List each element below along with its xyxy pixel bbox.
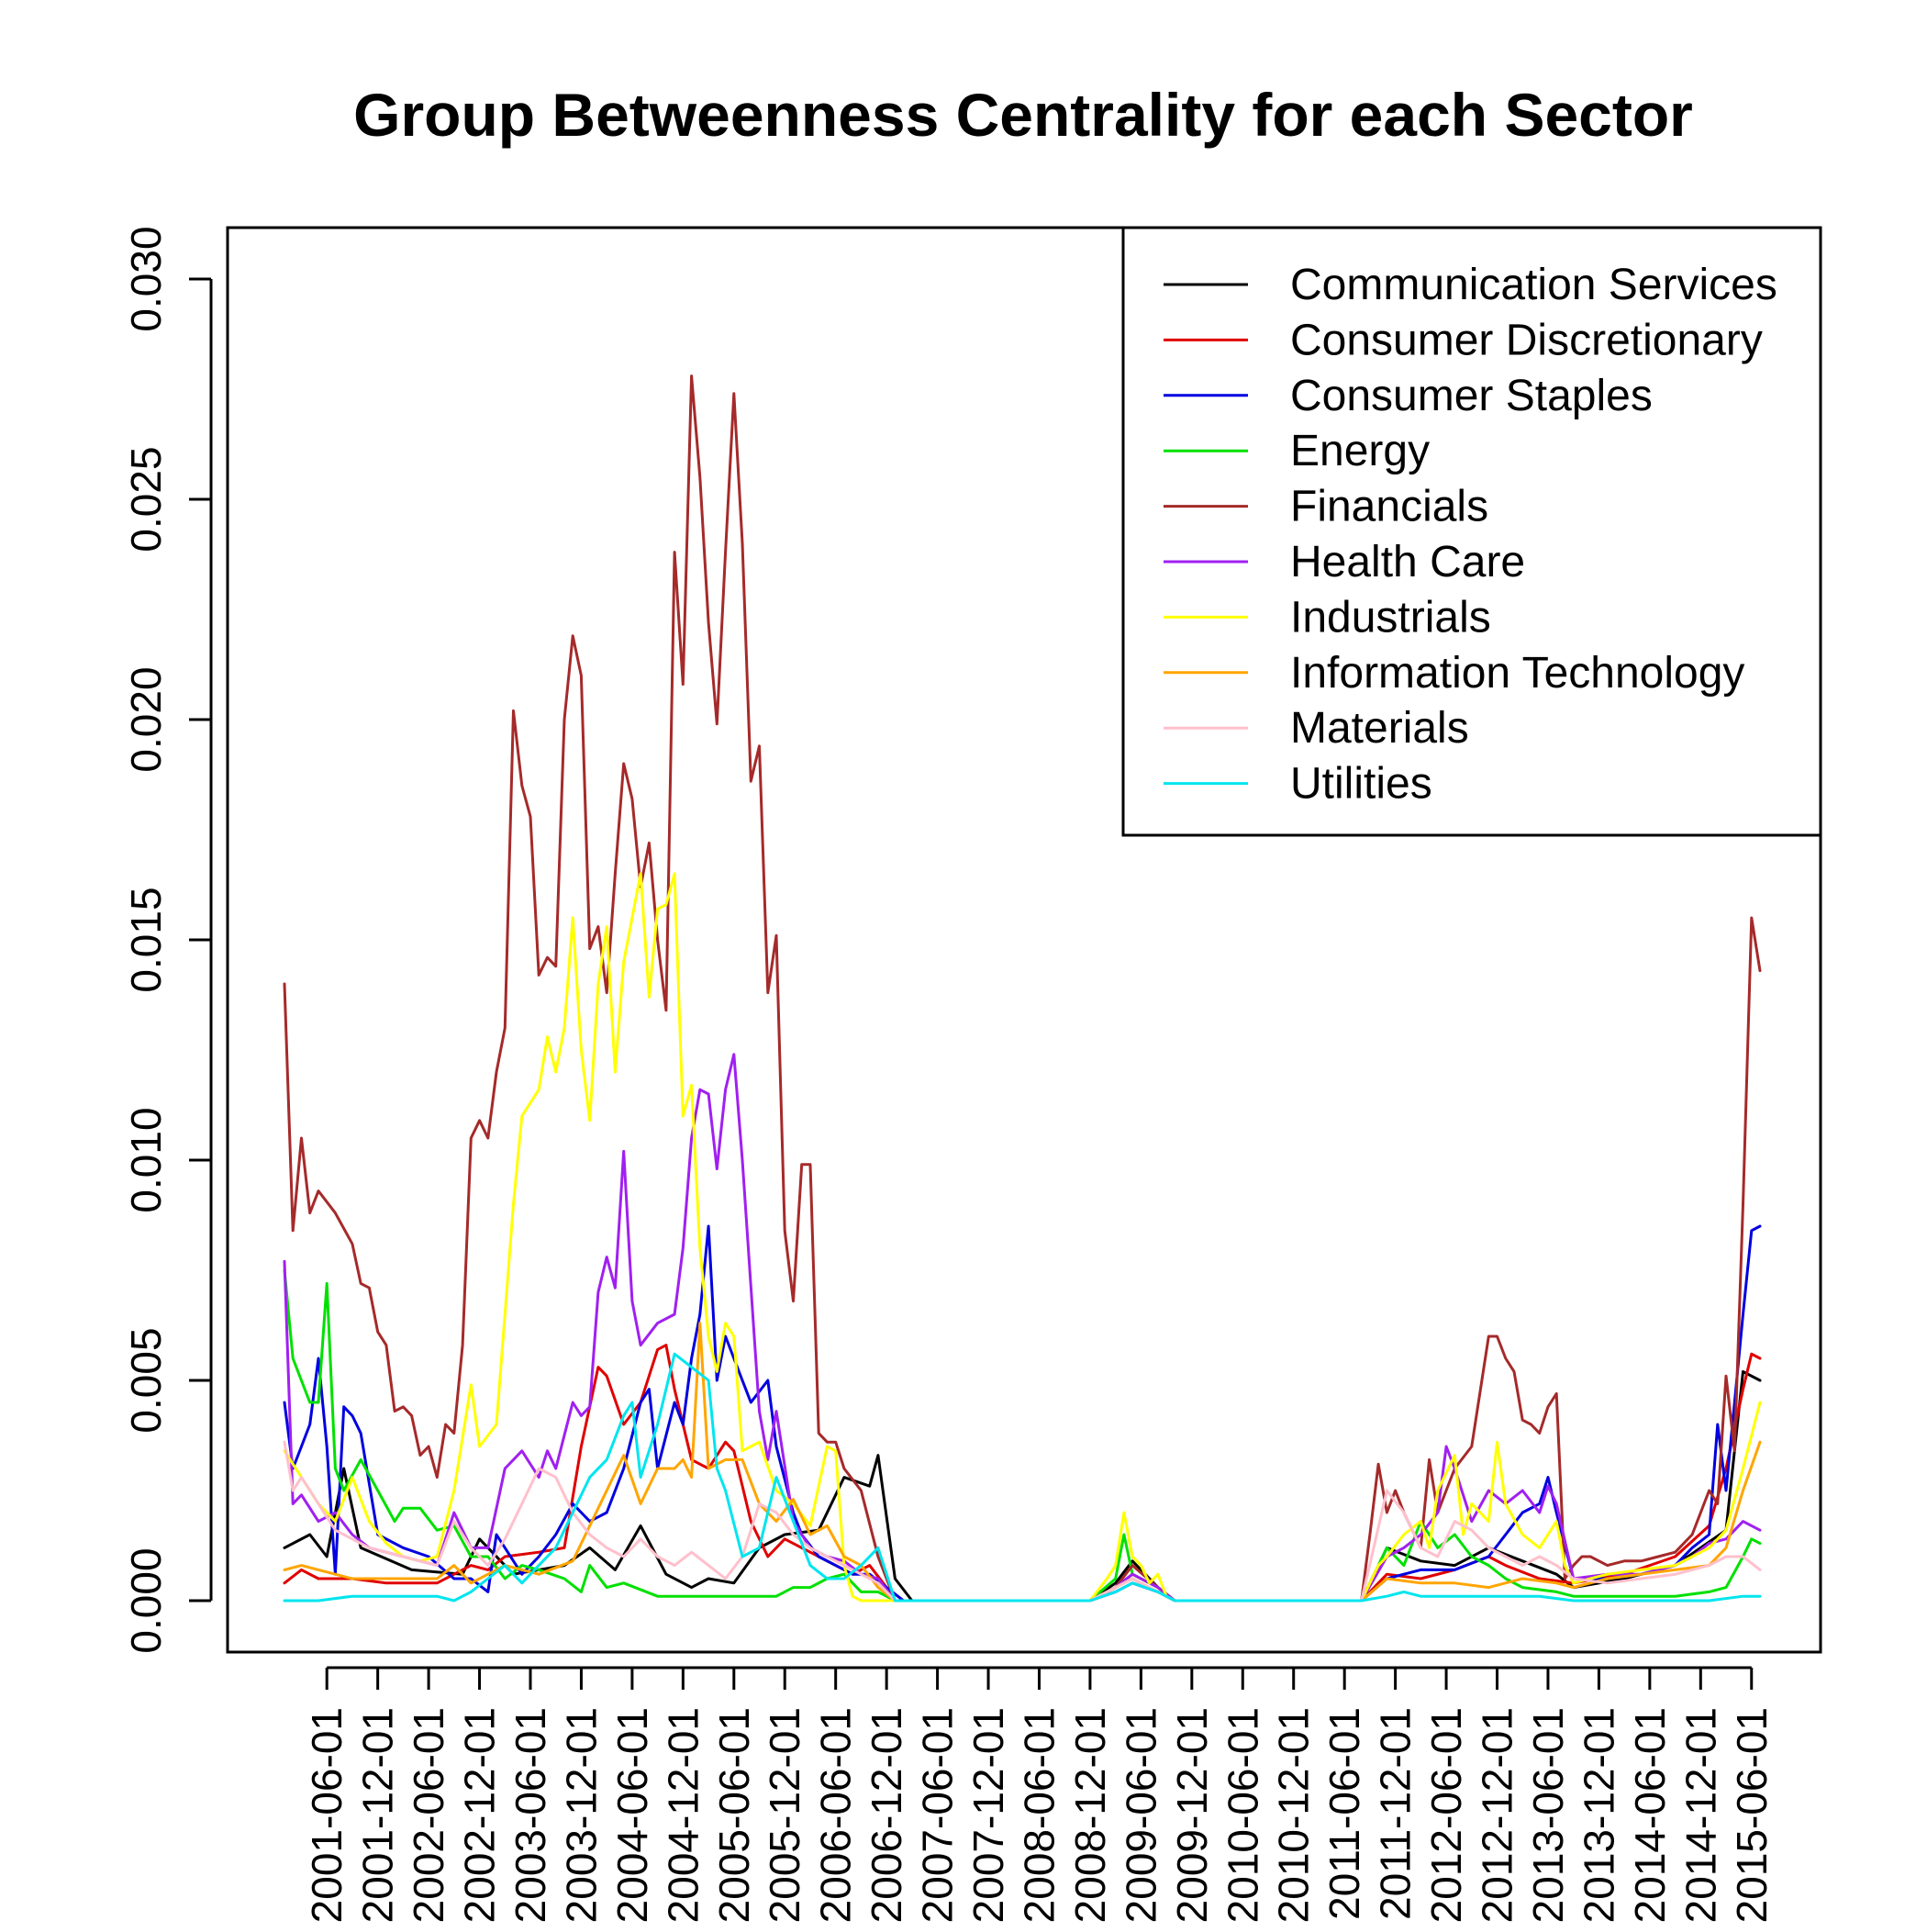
x-tick-label: 2013-12-01 <box>1575 1707 1622 1923</box>
legend: Communication Services Consumer Discretio… <box>1121 226 1822 837</box>
series-line-consumer-discretionary <box>283 1344 1762 1603</box>
y-tick-label: 0.000 <box>122 1547 170 1653</box>
x-tick-label: 2013-06-01 <box>1524 1707 1572 1923</box>
legend-label: Information Technology <box>1290 649 1744 698</box>
x-tick-label: 2002-12-01 <box>456 1707 504 1923</box>
x-tick-label: 2005-06-01 <box>710 1707 758 1923</box>
x-tick-label: 2009-12-01 <box>1168 1707 1216 1923</box>
x-tick-label: 2004-12-01 <box>659 1707 707 1923</box>
x-tick-label: 2001-06-01 <box>303 1707 351 1923</box>
y-tick-label: 0.005 <box>122 1327 170 1433</box>
x-tick-label: 2011-06-01 <box>1320 1707 1368 1920</box>
series-line-consumer-staples <box>283 1224 1762 1603</box>
x-tick-label: 2004-06-01 <box>608 1707 656 1923</box>
legend-label: Industrials <box>1290 593 1491 642</box>
x-tick-label: 2002-06-01 <box>405 1707 452 1923</box>
legend-label: Energy <box>1290 427 1430 475</box>
x-tick-label: 2009-06-01 <box>1117 1707 1164 1923</box>
series-line-financials <box>283 374 1762 1603</box>
x-tick-label: 2011-12-01 <box>1372 1707 1420 1920</box>
legend-box <box>1121 226 1822 837</box>
x-tick-label: 2014-12-01 <box>1676 1707 1724 1923</box>
x-tick-label: 2014-06-01 <box>1626 1707 1674 1923</box>
chart-title: Group Betweenness Centrality for each Se… <box>353 81 1693 149</box>
series-line-utilities <box>283 1352 1762 1603</box>
x-tick-label: 2003-06-01 <box>507 1707 554 1923</box>
x-tick-label: 2007-12-01 <box>964 1707 1012 1923</box>
series-line-information-technology <box>283 1322 1762 1603</box>
legend-label: Utilities <box>1290 760 1432 809</box>
x-tick-label: 2012-12-01 <box>1474 1707 1521 1923</box>
series-layer <box>283 374 1762 1603</box>
x-tick-label: 2003-12-01 <box>557 1707 605 1923</box>
x-tick-label: 2006-06-01 <box>812 1707 860 1923</box>
series-line-industrials <box>283 872 1762 1603</box>
series-line-health-care <box>283 1053 1762 1603</box>
y-tick-label: 0.020 <box>122 666 170 772</box>
x-tick-label: 2015-06-01 <box>1728 1707 1776 1923</box>
legend-label: Consumer Staples <box>1290 372 1653 420</box>
x-tick-label: 2001-12-01 <box>354 1707 402 1923</box>
legend-label: Communication Services <box>1290 261 1777 309</box>
y-tick-label: 0.030 <box>122 226 170 331</box>
x-tick-label: 2010-06-01 <box>1219 1707 1266 1923</box>
legend-label: Financials <box>1290 483 1488 531</box>
x-tick-label: 2008-06-01 <box>1016 1707 1064 1923</box>
series-line-communication-services <box>283 1369 1762 1603</box>
y-tick-label: 0.025 <box>122 446 170 552</box>
plot-frame <box>226 226 1822 1654</box>
y-tick-label: 0.015 <box>122 887 170 992</box>
legend-label: Consumer Discretionary <box>1290 316 1763 364</box>
x-tick-label: 2005-12-01 <box>761 1707 808 1923</box>
x-tick-label: 2006-12-01 <box>863 1707 910 1923</box>
x-tick-label: 2007-06-01 <box>914 1707 962 1923</box>
x-axis: 2001-06-01 2001-12-01 2002-06-01 2002-12-01… <box>303 1666 1776 1923</box>
legend-label: Materials <box>1290 704 1469 753</box>
series-line-materials <box>283 1440 1762 1603</box>
y-tick-label: 0.010 <box>122 1107 170 1212</box>
y-axis: 0.000 0.005 0.010 0.015 0.020 0.025 0.030 <box>122 226 213 1654</box>
legend-label: Health Care <box>1290 538 1525 586</box>
x-tick-label: 2012-06-01 <box>1422 1707 1470 1923</box>
x-tick-label: 2010-12-01 <box>1270 1707 1318 1923</box>
series-line-energy <box>283 1268 1762 1603</box>
x-tick-label: 2008-12-01 <box>1066 1707 1114 1923</box>
